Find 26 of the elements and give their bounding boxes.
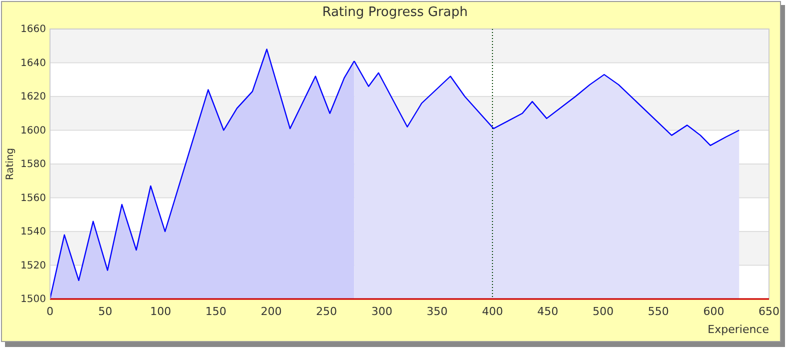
y-tick-label: 1540 — [20, 226, 46, 238]
y-tick-label: 1640 — [20, 58, 46, 69]
y-tick-label: 1560 — [20, 192, 46, 204]
x-tick-label: 100 — [150, 304, 172, 318]
y-tick-label: 1660 — [20, 24, 46, 36]
x-tick-label: 600 — [703, 304, 724, 318]
x-axis-title: Experience — [708, 323, 770, 336]
x-tick-label: 650 — [758, 304, 780, 318]
x-tick-label: 0 — [46, 304, 54, 318]
x-tick-label: 550 — [648, 304, 669, 318]
x-tick-label: 450 — [537, 304, 558, 318]
y-tick-label: 1500 — [20, 294, 46, 306]
x-tick-label: 500 — [592, 304, 614, 318]
x-tick-label: 350 — [426, 304, 448, 318]
y-axis-title: Rating — [5, 148, 16, 180]
y-tick-label: 1580 — [20, 159, 46, 170]
x-tick-label: 150 — [205, 304, 226, 318]
x-tick-label: 200 — [260, 304, 282, 318]
chart-title: Rating Progress Graph — [322, 5, 468, 20]
x-tick-label: 50 — [98, 304, 112, 318]
y-tick-label: 1600 — [20, 125, 46, 136]
y-tick-label: 1620 — [20, 92, 46, 103]
y-tick-label: 1520 — [20, 260, 46, 272]
x-tick-label: 300 — [371, 304, 392, 318]
x-tick-label: 250 — [316, 304, 338, 318]
x-tick-label: 400 — [482, 304, 503, 318]
